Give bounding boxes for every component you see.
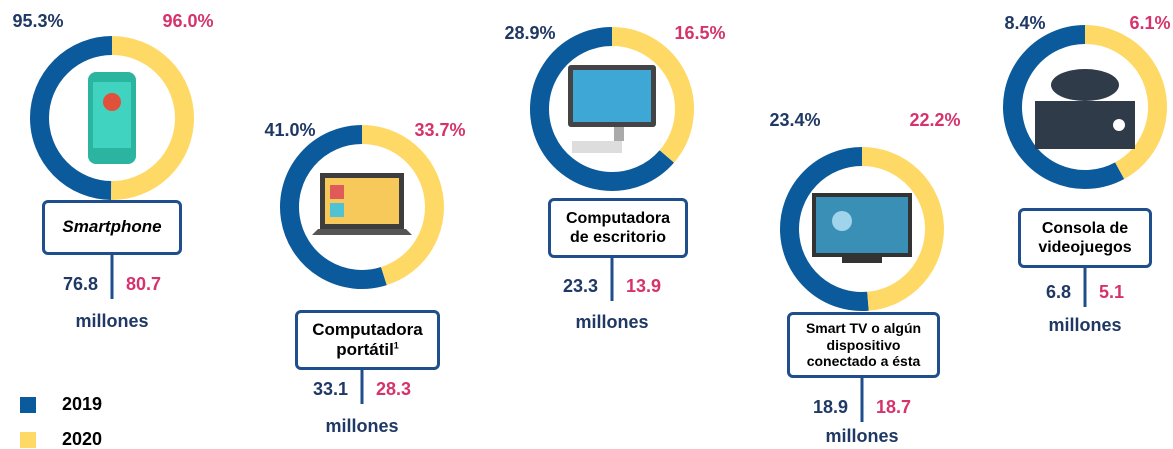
value-label: 6.1% (1129, 13, 1170, 33)
donut-chart (39, 46, 184, 191)
device-name: Computadora de escritorio (557, 209, 679, 247)
donut-chart (1012, 35, 1157, 180)
millions-value: 76.8 (63, 274, 98, 294)
millions-value: 18.9 (813, 397, 848, 417)
value-label: 96.0% (162, 11, 213, 31)
millions-value: 80.7 (126, 274, 161, 294)
millions-value: 33.1 (313, 379, 348, 399)
millions-value: 6.8 (1046, 282, 1071, 302)
device-label: Consola de videojuegos (1018, 208, 1152, 268)
unit-label: millones (75, 311, 148, 331)
value-label: 23.4% (769, 110, 820, 130)
device-label: Computadora de escritorio (548, 198, 688, 258)
controller (1051, 69, 1119, 101)
laptop-display (325, 178, 399, 224)
millions-value: 13.9 (626, 276, 661, 296)
phone-avatar (103, 93, 121, 111)
tv-screen (816, 197, 908, 253)
unit-label: millones (575, 312, 648, 332)
laptop-tile (330, 203, 344, 217)
legend-swatch (20, 432, 36, 448)
console-button (1113, 119, 1125, 131)
value-label: 22.2% (909, 110, 960, 130)
value-label: 8.4% (1004, 13, 1045, 33)
footnote-mark: 1 (394, 340, 399, 350)
phone-screen (93, 82, 131, 148)
monitor-stand (614, 127, 624, 141)
device-label: Computadora portátil1 (295, 310, 440, 370)
laptop-base (312, 229, 412, 235)
unit-label: millones (325, 416, 398, 436)
millions-value: 28.3 (376, 379, 411, 399)
value-label: 28.9% (504, 23, 555, 43)
tv-stand (842, 257, 882, 263)
donut-chart (289, 135, 434, 280)
value-label: 33.7% (414, 120, 465, 140)
monitor-screen (573, 70, 651, 122)
unit-label: millones (1048, 315, 1121, 335)
value-label: 95.3% (12, 11, 63, 31)
device-name: Smartphone (62, 217, 161, 237)
device-name: Computadora portátil1 (304, 320, 431, 361)
device-label: Smart TV o algún dispositivo conectado a… (787, 312, 940, 378)
legend-label: 2020 (62, 429, 102, 449)
tv-play (832, 211, 852, 231)
infographic: 95.3% 96.0% 76.8 80.7 millones 41.0% 33.7% 33.1… (0, 0, 1173, 449)
legend-swatch (20, 397, 36, 413)
millions-value: 5.1 (1099, 282, 1124, 302)
device-name: Consola de videojuegos (1027, 219, 1143, 257)
laptop-tile (330, 185, 344, 199)
value-label: 41.0% (264, 120, 315, 140)
millions-value: 23.3 (563, 276, 598, 296)
donut-chart (790, 156, 935, 301)
keyboard (572, 141, 622, 153)
legend-label: 2019 (62, 394, 102, 414)
device-name: Smart TV o algún dispositivo conectado a… (796, 320, 931, 370)
device-label: Smartphone (42, 200, 182, 255)
donut-chart (540, 37, 685, 182)
millions-value: 18.7 (876, 397, 911, 417)
value-label: 16.5% (674, 23, 725, 43)
unit-label: millones (825, 426, 898, 446)
